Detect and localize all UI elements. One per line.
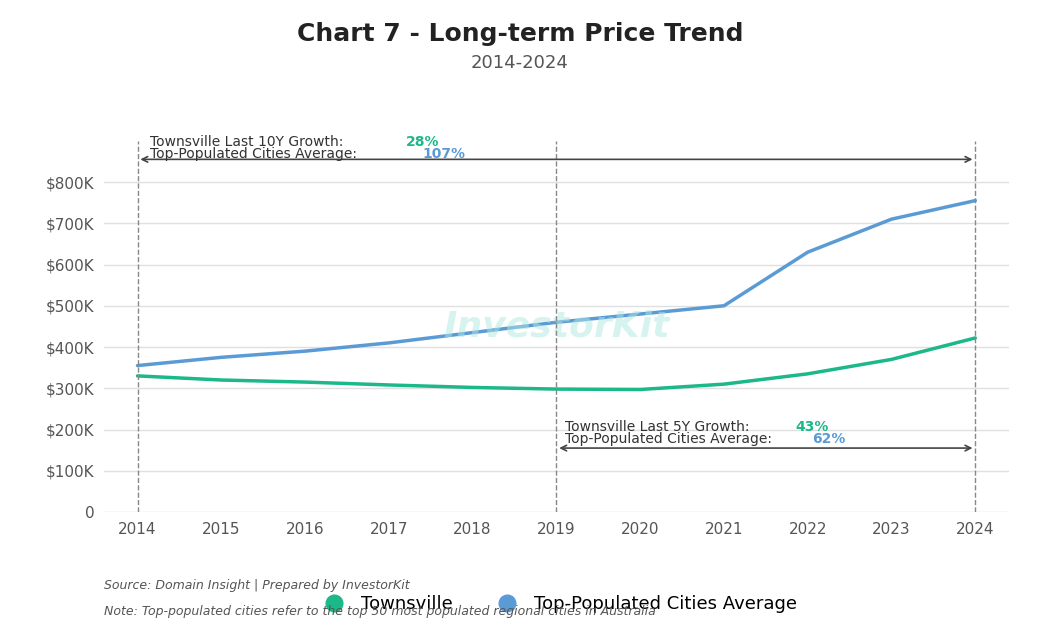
Text: InvestorKit: InvestorKit: [443, 309, 670, 344]
Text: 2014-2024: 2014-2024: [471, 54, 569, 72]
Text: Townsville Last 5Y Growth:: Townsville Last 5Y Growth:: [565, 420, 754, 434]
Text: 28%: 28%: [406, 135, 439, 149]
Text: Top-Populated Cities Average:: Top-Populated Cities Average:: [565, 432, 776, 446]
Text: 107%: 107%: [422, 147, 465, 161]
Text: 43%: 43%: [796, 420, 829, 434]
Text: Note: Top-populated cities refer to the top 50 most populated regional cities in: Note: Top-populated cities refer to the …: [104, 605, 656, 618]
Text: Top-Populated Cities Average:: Top-Populated Cities Average:: [150, 147, 362, 161]
Legend: Townsville, Top-Populated Cities Average: Townsville, Top-Populated Cities Average: [309, 588, 804, 620]
Text: Chart 7 - Long-term Price Trend: Chart 7 - Long-term Price Trend: [296, 22, 744, 46]
Text: Source: Domain Insight | Prepared by InvestorKit: Source: Domain Insight | Prepared by Inv…: [104, 579, 410, 592]
Text: 62%: 62%: [812, 432, 846, 446]
Text: Townsville Last 10Y Growth:: Townsville Last 10Y Growth:: [150, 135, 347, 149]
